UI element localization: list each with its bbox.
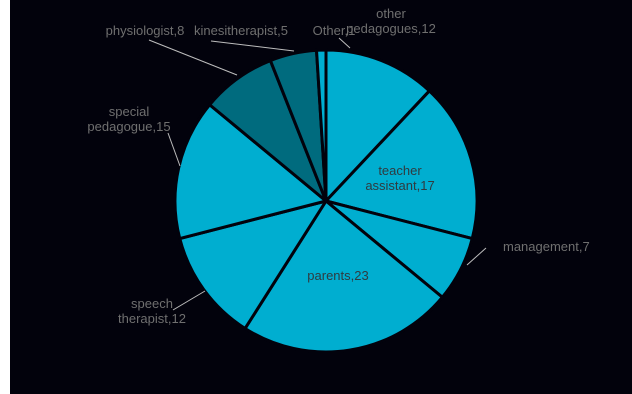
data-label-line: kinesitherapist,5 — [194, 23, 288, 38]
data-labels: other pedagogues,12 teacher assistant,17 man… — [87, 6, 589, 326]
data-label-line: special — [109, 104, 150, 119]
data-label-line: other — [376, 6, 406, 21]
data-label-line: teacher — [378, 163, 422, 178]
pie-slice-other-pedagogues — [324, 48, 431, 203]
data-label-line: speech — [131, 296, 173, 311]
pie-slice-parents — [243, 199, 444, 354]
data-label-line: pedagogues,12 — [346, 21, 436, 36]
leader-line-speech-therapist — [172, 290, 206, 311]
data-label-line: pedagogue,15 — [87, 119, 170, 134]
data-label-line: therapist,12 — [118, 311, 186, 326]
data-label-management: management,7 — [503, 239, 590, 254]
data-label-speech-therapist: speech therapist,12 — [118, 296, 186, 326]
data-label-teacher-assistant: teacher assistant,17 — [365, 163, 434, 193]
pie-slices — [173, 48, 479, 354]
leader-lines — [148, 37, 487, 311]
data-label-line: management,7 — [503, 239, 590, 254]
leader-line-other — [338, 37, 351, 49]
pie-slice-teacher-assistant — [324, 89, 479, 241]
pie-slice-speech-therapist — [178, 199, 328, 330]
data-label-line: parents,23 — [307, 268, 368, 283]
leader-line-management — [466, 247, 487, 266]
data-label-parents: parents,23 — [307, 268, 368, 283]
leader-line-physiologist — [148, 39, 238, 76]
data-label-line: physiologist,8 — [106, 23, 185, 38]
data-label-kinesitherapist: kinesitherapist,5 — [194, 23, 288, 38]
data-label-line: assistant,17 — [365, 178, 434, 193]
leader-line-kinesitherapist — [210, 40, 295, 52]
data-label-physiologist: physiologist,8 — [106, 23, 185, 38]
pie-slice-other — [315, 48, 328, 203]
leader-line-special-pedagogue — [167, 132, 181, 167]
data-label-line: Other,1 — [313, 23, 356, 38]
data-label-special-pedagogue: special pedagogue,15 — [87, 104, 170, 134]
pie-slice-special-pedagogue — [173, 103, 328, 241]
data-label-other: Other,1 — [313, 23, 356, 38]
data-label-other-pedagogues: other pedagogues,12 — [346, 6, 436, 36]
